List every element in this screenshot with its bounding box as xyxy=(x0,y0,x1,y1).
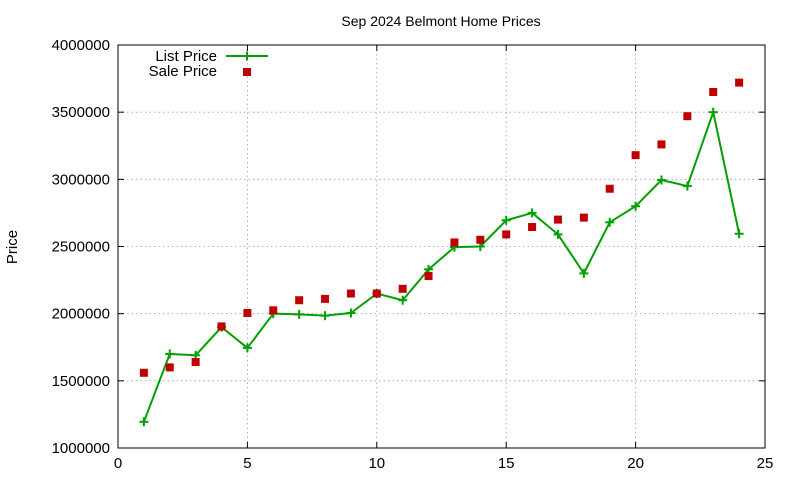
sale-price-point xyxy=(579,213,588,222)
x-tick-label: 15 xyxy=(498,455,515,472)
sale-price-point xyxy=(657,140,666,149)
sale-price-point xyxy=(165,363,174,372)
x-tick-labels: 0 5 10 15 20 25 xyxy=(114,455,774,472)
sale-price-point xyxy=(269,306,278,315)
list-price-point xyxy=(656,175,666,185)
sale-price-point xyxy=(243,308,252,317)
sale-price-point xyxy=(735,78,744,87)
grid xyxy=(118,45,765,448)
sale-price-point xyxy=(295,296,304,305)
x-tick-label: 10 xyxy=(368,455,385,472)
legend-marker-sale-price xyxy=(243,68,251,76)
plot-frame xyxy=(117,44,766,449)
sale-price-point xyxy=(321,294,330,303)
sale-price-point xyxy=(424,272,433,281)
sale-price-point xyxy=(709,88,718,97)
list-price-point xyxy=(708,107,718,117)
list-price-point xyxy=(734,229,744,239)
y-tick-labels: 1000000 1500000 2000000 2500000 3000000 35000… xyxy=(52,37,110,457)
list-price-point xyxy=(605,217,615,227)
x-tick-label: 0 xyxy=(114,455,122,472)
sale-price-point xyxy=(217,322,226,331)
y-tick-label: 2500000 xyxy=(52,239,110,256)
list-price-point xyxy=(682,181,692,191)
y-tick-label: 3000000 xyxy=(52,171,110,188)
sale-price-point xyxy=(476,235,485,244)
y-tick-label: 4000000 xyxy=(52,37,110,54)
list-price-point xyxy=(501,215,511,225)
sale-price-point xyxy=(553,215,562,224)
list-price-point xyxy=(631,201,641,211)
list-price-line xyxy=(142,111,741,423)
sale-price-point xyxy=(346,289,355,298)
list-price-point xyxy=(346,308,356,318)
legend-label-sale-price: Sale Price xyxy=(149,63,217,80)
sale-price-point xyxy=(683,112,692,121)
sale-price-point xyxy=(528,223,537,232)
x-tick-label: 25 xyxy=(757,455,774,472)
sale-price-point xyxy=(398,284,407,293)
list-price-point xyxy=(294,309,304,319)
legend-label-list-price: List Price xyxy=(155,48,217,65)
y-tick-label: 3500000 xyxy=(52,104,110,121)
list-price-point xyxy=(553,229,563,239)
sale-price-point xyxy=(191,358,200,367)
series-layer xyxy=(139,78,744,427)
chart-title: Sep 2024 Belmont Home Prices xyxy=(341,13,540,29)
list-price-point xyxy=(579,268,589,278)
sale-price-point xyxy=(631,151,640,160)
legend: List Price Sale Price xyxy=(149,48,268,80)
list-price-point xyxy=(165,349,175,359)
y-axis-label: Price xyxy=(4,230,21,264)
sale-price-point xyxy=(605,184,614,193)
y-tick-label: 1000000 xyxy=(52,440,110,457)
sale-price-point xyxy=(450,238,459,247)
legend-marker-list-price xyxy=(242,51,252,61)
y-tick-label: 2000000 xyxy=(52,306,110,323)
list-price-point xyxy=(320,311,330,321)
list-price-point xyxy=(242,343,252,353)
x-tick-label: 20 xyxy=(627,455,644,472)
list-price-point xyxy=(398,295,408,305)
sale-price-point xyxy=(372,289,381,298)
x-tick-label: 5 xyxy=(243,455,251,472)
sale-price-point xyxy=(139,368,148,377)
list-price-point xyxy=(139,417,149,427)
list-price-point xyxy=(527,208,537,218)
y-tick-label: 1500000 xyxy=(52,373,110,390)
sale-price-point xyxy=(502,230,511,239)
